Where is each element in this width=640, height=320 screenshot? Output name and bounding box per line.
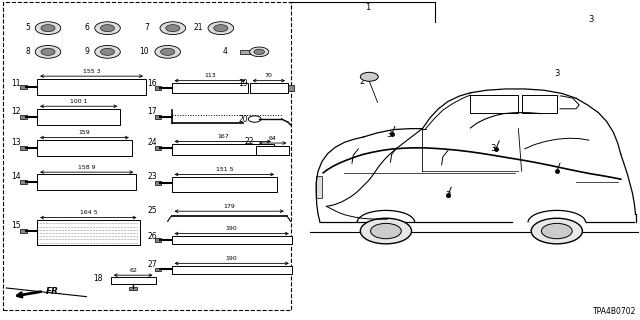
Bar xyxy=(155,181,161,185)
Text: 3: 3 xyxy=(554,69,559,78)
Bar xyxy=(155,238,161,242)
Bar xyxy=(172,236,292,244)
Bar xyxy=(20,180,27,184)
Text: 10: 10 xyxy=(139,47,148,56)
Text: 5: 5 xyxy=(26,23,31,32)
Text: 62: 62 xyxy=(129,268,137,273)
Circle shape xyxy=(208,22,234,35)
Text: 16: 16 xyxy=(147,79,157,88)
Text: 19: 19 xyxy=(238,79,248,88)
Text: 11: 11 xyxy=(12,79,21,88)
Bar xyxy=(37,109,120,125)
Text: 18: 18 xyxy=(93,274,102,283)
Text: 13: 13 xyxy=(12,138,21,147)
Text: 159: 159 xyxy=(79,130,90,135)
Circle shape xyxy=(100,25,115,32)
Text: 179: 179 xyxy=(223,204,235,209)
Bar xyxy=(256,146,289,155)
Text: 23: 23 xyxy=(147,172,157,181)
Bar xyxy=(111,277,156,284)
Circle shape xyxy=(166,25,180,32)
Circle shape xyxy=(95,22,120,35)
Text: 151 5: 151 5 xyxy=(216,167,233,172)
Circle shape xyxy=(214,25,228,32)
Text: 70: 70 xyxy=(265,73,273,78)
Bar xyxy=(129,287,137,290)
Bar xyxy=(37,220,140,245)
Circle shape xyxy=(531,218,582,244)
Circle shape xyxy=(360,218,412,244)
Circle shape xyxy=(41,25,55,32)
Text: 190: 190 xyxy=(226,226,237,231)
Bar xyxy=(172,83,248,93)
Circle shape xyxy=(371,223,401,239)
Text: 17: 17 xyxy=(147,108,157,116)
Bar xyxy=(250,83,288,93)
Text: 2: 2 xyxy=(359,77,364,86)
Text: 3: 3 xyxy=(490,144,495,153)
Circle shape xyxy=(41,48,55,55)
Bar xyxy=(155,146,161,150)
Text: 3: 3 xyxy=(589,15,594,24)
Text: 15: 15 xyxy=(12,221,21,230)
Circle shape xyxy=(541,223,572,239)
Circle shape xyxy=(360,72,378,81)
Text: 22: 22 xyxy=(244,137,254,146)
Text: 64: 64 xyxy=(269,136,276,141)
Bar xyxy=(172,266,292,274)
Text: 26: 26 xyxy=(147,232,157,241)
Bar xyxy=(172,144,274,155)
Bar xyxy=(155,115,161,119)
Circle shape xyxy=(161,48,175,55)
Text: 20: 20 xyxy=(238,116,248,124)
Text: 1: 1 xyxy=(365,3,371,12)
Text: 27: 27 xyxy=(147,260,157,269)
Text: 158 9: 158 9 xyxy=(78,165,95,170)
Text: 155 3: 155 3 xyxy=(83,69,100,74)
Text: 14: 14 xyxy=(12,172,21,181)
Circle shape xyxy=(250,47,269,57)
Bar xyxy=(20,85,27,89)
Text: 3: 3 xyxy=(445,191,451,200)
Bar xyxy=(155,86,161,90)
Circle shape xyxy=(100,48,115,55)
Bar xyxy=(3,2,291,310)
Text: 7: 7 xyxy=(144,23,149,32)
Text: 164 5: 164 5 xyxy=(79,210,97,215)
Text: 190: 190 xyxy=(226,256,237,261)
Circle shape xyxy=(35,45,61,58)
Bar xyxy=(155,268,161,271)
Circle shape xyxy=(35,22,61,35)
Text: 21: 21 xyxy=(193,23,203,32)
Text: 113: 113 xyxy=(204,73,216,78)
Text: TPA4B0702: TPA4B0702 xyxy=(593,307,637,316)
Bar xyxy=(288,85,294,91)
Bar xyxy=(316,176,322,198)
Text: 167: 167 xyxy=(217,134,228,139)
Bar xyxy=(20,146,27,150)
Text: FR.: FR. xyxy=(46,287,63,296)
Text: 24: 24 xyxy=(147,138,157,147)
Text: 100 1: 100 1 xyxy=(70,99,88,104)
Text: 12: 12 xyxy=(12,108,21,116)
Text: 9: 9 xyxy=(84,47,90,56)
Text: 8: 8 xyxy=(26,47,31,56)
Text: 25: 25 xyxy=(147,206,157,215)
Bar xyxy=(37,79,146,95)
Bar xyxy=(37,140,132,156)
Circle shape xyxy=(155,45,180,58)
Bar xyxy=(20,229,27,233)
Text: 6: 6 xyxy=(84,23,90,32)
Circle shape xyxy=(254,49,264,54)
Bar xyxy=(20,115,27,119)
Text: 3: 3 xyxy=(387,130,392,139)
Text: 4: 4 xyxy=(222,47,227,56)
Circle shape xyxy=(95,45,120,58)
Circle shape xyxy=(160,22,186,35)
Bar xyxy=(240,50,258,54)
Bar xyxy=(37,174,136,190)
Bar xyxy=(172,177,277,192)
